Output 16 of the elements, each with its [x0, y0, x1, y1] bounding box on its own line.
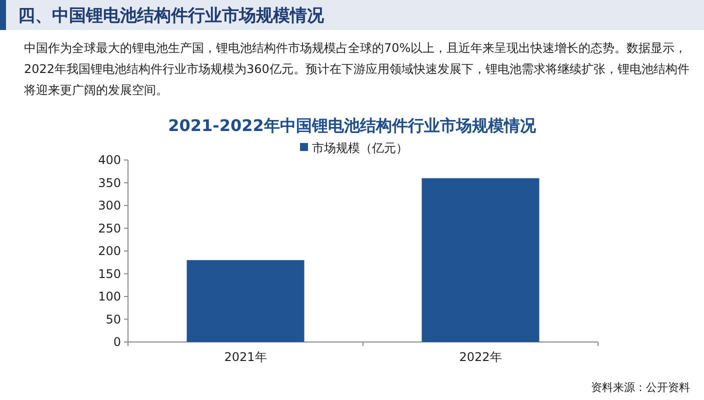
text: 中国作为全球最大的锂电池生产国，锂电池结构件市场规模占全球的70%以上，且近年来呈现出快速增长的态势。数据显示，2022年我国锂电池结构件行业市场规模为360亿元。预计在下游应用领域快速发展下，锂电池需求将继续扩张，锂电池结构件将迎来更广阔的发展空间。 — [24, 40, 690, 99]
text: 资料来源：公开资料 — [591, 380, 690, 395]
x-tick-label: 2021年 — [224, 350, 267, 364]
y-tick-label: 150 — [98, 266, 121, 281]
y-tick-label: 100 — [98, 290, 121, 304]
y-tick-label: 200 — [98, 244, 121, 258]
y-tick-label: 50 — [106, 312, 121, 326]
y-tick-label: 400 — [98, 153, 121, 167]
chart-title: 2021-2022年中国锂电池结构件行业市场规模情况 — [168, 116, 537, 135]
y-tick-label: 0 — [113, 335, 121, 349]
legend-label: 市场规模（亿元） — [312, 141, 408, 155]
y-tick-label: 250 — [98, 221, 121, 236]
y-tick-label: 300 — [98, 198, 121, 212]
text: 四、中国锂电池结构件行业市场规模情况 — [18, 5, 324, 27]
x-tick-label: 2022年 — [459, 350, 502, 364]
y-tick-label: 350 — [98, 176, 121, 190]
